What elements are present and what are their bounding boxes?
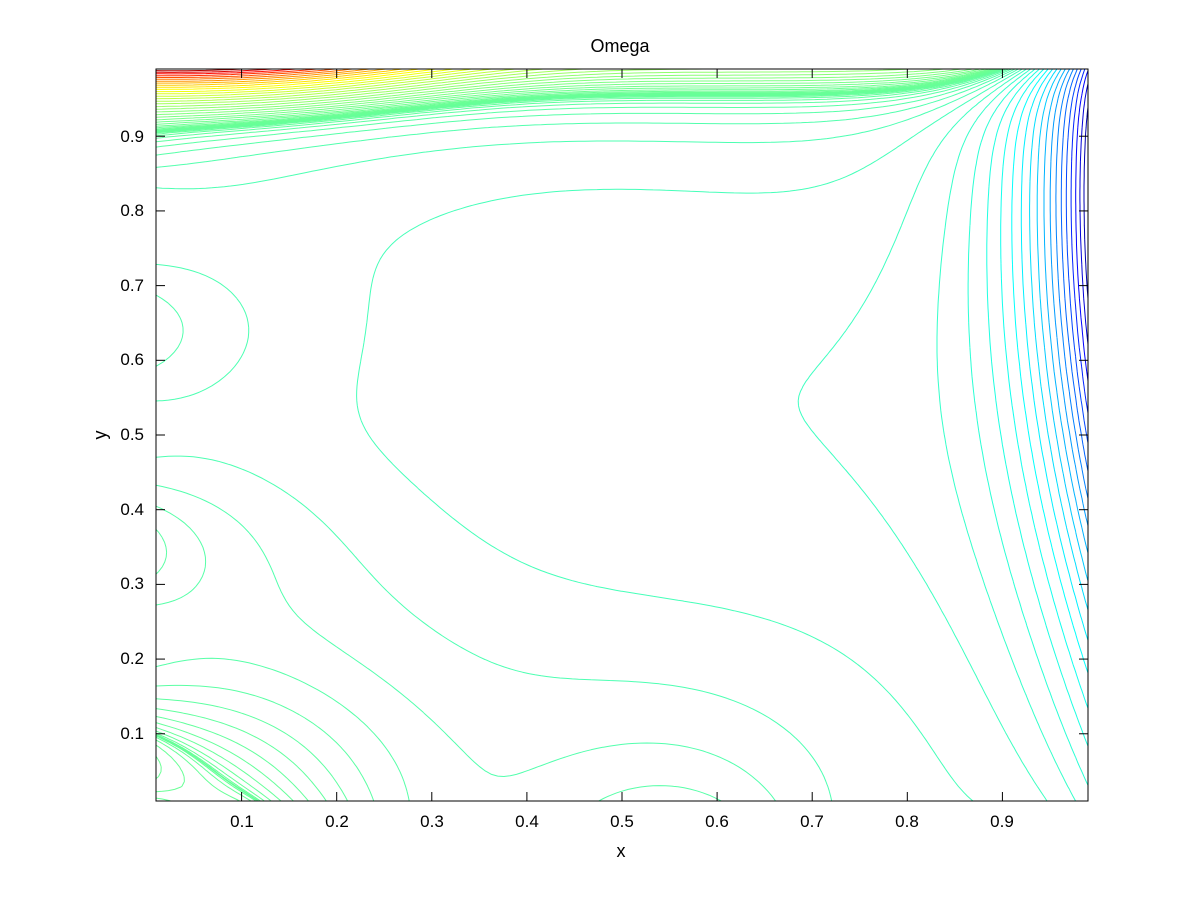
x-tick-label: 0.7 bbox=[800, 812, 824, 831]
y-tick-label: 0.4 bbox=[120, 500, 144, 519]
contour-line bbox=[156, 69, 1007, 801]
contour-line bbox=[156, 69, 386, 84]
contour-line bbox=[156, 69, 1002, 801]
plot-area bbox=[156, 69, 1088, 801]
y-tick-label: 0.9 bbox=[120, 127, 144, 146]
x-tick-label: 0.2 bbox=[325, 812, 349, 831]
contour-line bbox=[156, 69, 706, 108]
contour-line bbox=[156, 69, 515, 100]
contour-line bbox=[156, 69, 1005, 801]
contour-line bbox=[1011, 69, 1088, 674]
contour-line bbox=[156, 69, 273, 73]
y-tick-labels: 0.1 0.2 0.3 0.4 0.5 0.6 0.7 0.8 0.9 bbox=[120, 127, 144, 743]
contour-line bbox=[156, 69, 453, 93]
contour-line bbox=[1029, 69, 1088, 611]
x-axis-label: x bbox=[617, 841, 626, 861]
contour-line bbox=[156, 69, 296, 75]
contour-line bbox=[156, 69, 1016, 801]
contour-line bbox=[156, 69, 973, 118]
y-tick-label: 0.7 bbox=[120, 276, 144, 295]
contour-line bbox=[1000, 69, 1088, 709]
contour-line bbox=[156, 69, 1009, 801]
y-axis-label: y bbox=[90, 431, 110, 440]
contour-line bbox=[156, 69, 961, 116]
contour-line bbox=[156, 69, 370, 82]
x-tick-label: 0.1 bbox=[230, 812, 254, 831]
contour-line bbox=[156, 69, 997, 779]
x-tick-label: 0.8 bbox=[895, 812, 919, 831]
chart-title: Omega bbox=[590, 36, 650, 56]
contour-line bbox=[1055, 69, 1088, 499]
contour-line bbox=[156, 69, 353, 80]
contour-line bbox=[156, 69, 403, 86]
contour-line bbox=[156, 69, 986, 123]
x-tick-label: 0.6 bbox=[705, 812, 729, 831]
contour-line bbox=[1036, 69, 1088, 582]
contour-line bbox=[936, 69, 1077, 801]
contour-line bbox=[156, 69, 993, 127]
axis-ticks bbox=[156, 69, 1088, 801]
y-tick-label: 0.8 bbox=[120, 201, 144, 220]
contour-line bbox=[156, 69, 910, 110]
contour-line bbox=[356, 69, 1023, 801]
contour-line bbox=[156, 69, 543, 102]
contour-line bbox=[156, 69, 419, 88]
contour-line bbox=[156, 69, 944, 113]
x-tick-label: 0.9 bbox=[990, 812, 1014, 831]
contour-line bbox=[156, 69, 317, 77]
contour-line bbox=[156, 69, 1012, 801]
contour-line bbox=[156, 69, 990, 125]
contour-line bbox=[156, 69, 583, 105]
x-tick-label: 0.5 bbox=[610, 812, 634, 831]
y-tick-label: 0.5 bbox=[120, 425, 144, 444]
contour-line bbox=[986, 69, 1088, 747]
contour-lines bbox=[156, 69, 1088, 801]
y-tick-label: 0.3 bbox=[120, 574, 144, 593]
contour-line bbox=[1083, 107, 1088, 299]
contour-line bbox=[156, 69, 1019, 801]
contour-line bbox=[797, 69, 1048, 801]
x-tick-labels: 0.1 0.2 0.3 0.4 0.5 0.6 0.7 0.8 0.9 bbox=[230, 812, 1014, 831]
contour-line bbox=[156, 69, 472, 95]
contour-line bbox=[967, 69, 1088, 786]
x-tick-label: 0.4 bbox=[515, 812, 539, 831]
y-tick-label: 0.1 bbox=[120, 724, 144, 743]
contour-line bbox=[156, 69, 1003, 801]
y-tick-label: 0.2 bbox=[120, 649, 144, 668]
contour-line bbox=[156, 69, 492, 97]
y-tick-label: 0.6 bbox=[120, 350, 144, 369]
contour-line bbox=[156, 69, 436, 90]
contour-line bbox=[156, 69, 998, 793]
contour-line bbox=[156, 69, 335, 78]
contour-line bbox=[156, 69, 995, 129]
x-tick-label: 0.3 bbox=[420, 812, 444, 831]
contour-line bbox=[156, 69, 980, 121]
